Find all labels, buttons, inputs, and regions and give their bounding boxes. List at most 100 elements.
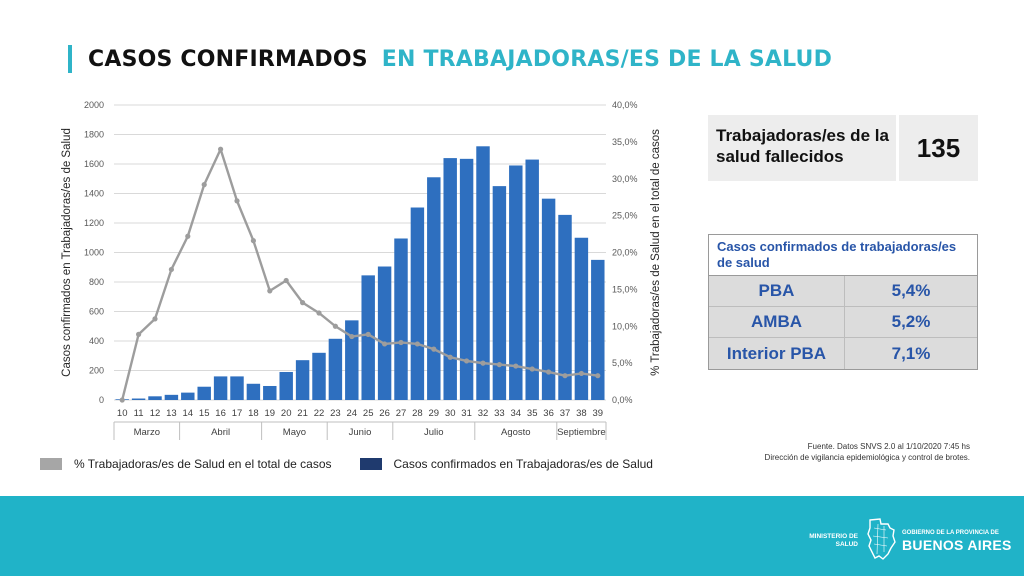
source-note: Fuente. Datos SNVS 2.0 al 1/10/2020 7:45… — [765, 441, 970, 463]
pct-cell: 7,1% — [891, 343, 931, 363]
bar — [263, 385, 277, 400]
y-left-axis-label: Casos confirmados en Trabajadoras/es de … — [61, 128, 73, 377]
bar — [410, 207, 425, 400]
bar — [492, 186, 507, 400]
line-point — [201, 182, 207, 188]
x-tick-label: 13 — [166, 408, 177, 419]
line-point — [349, 333, 355, 340]
pct-cell: 5,4% — [891, 281, 931, 300]
line-point — [513, 363, 519, 369]
y-right-tick-label: 15,0% — [612, 284, 638, 294]
x-tick-label: 26 — [379, 408, 390, 419]
government-logo-small-text: GOBIERNO DE LA PROVINCIA DE — [902, 530, 999, 536]
line-point — [283, 277, 289, 284]
bar — [574, 237, 589, 400]
legend-swatch-line — [40, 458, 62, 470]
y-right-tick-label: 35,0% — [612, 137, 638, 147]
line-point — [332, 323, 338, 329]
source-line-2: Dirección de vigilancia epidemiológica y… — [764, 453, 970, 462]
y-left-tick-label: 0 — [99, 395, 104, 405]
month-label: Marzo — [134, 427, 160, 438]
y-right-tick-label: 5,0% — [612, 358, 633, 368]
table-row: Interior PBA 7,1% — [709, 338, 977, 369]
y-left-tick-label: 1800 — [84, 130, 104, 140]
x-tick-label: 39 — [593, 408, 604, 419]
line-point — [382, 341, 388, 347]
bar — [279, 371, 293, 400]
region-cell: PBA — [709, 276, 845, 306]
y-right-axis-label: % Trabajadoras/es de Salud en el total d… — [650, 129, 662, 376]
x-tick-label: 28 — [412, 408, 423, 419]
legend-item-bar: Casos confirmados en Trabajadoras/es de … — [359, 457, 653, 471]
line-point — [136, 331, 142, 337]
bar — [148, 396, 162, 400]
x-tick-label: 27 — [396, 408, 407, 419]
bar — [541, 198, 556, 400]
x-tick-label: 19 — [265, 408, 276, 419]
footer-bar: MINISTERIO DE SALUD GOBIERNO DE LA PROVI… — [0, 496, 1024, 576]
x-tick-label: 34 — [511, 408, 522, 419]
legend-item-line: % Trabajadoras/es de Salud en el total d… — [40, 457, 332, 471]
y-right-tick-label: 30,0% — [612, 174, 638, 184]
region-cell: Interior PBA — [709, 338, 845, 369]
bar — [476, 146, 490, 400]
y-left-tick-label: 1600 — [84, 159, 104, 169]
page-title: CASOS CONFIRMADOS — [88, 46, 368, 72]
y-left-tick-label: 2000 — [84, 100, 104, 110]
x-tick-label: 11 — [134, 408, 144, 419]
bar — [131, 398, 146, 400]
bar — [525, 159, 539, 400]
line-point — [398, 339, 404, 346]
line-point — [431, 346, 437, 352]
x-tick-label: 17 — [232, 408, 243, 419]
x-tick-label: 23 — [330, 408, 341, 419]
bar — [328, 338, 343, 400]
line-point — [365, 331, 371, 337]
table-row: PBA 5,4% — [709, 276, 977, 307]
x-tick-label: 20 — [281, 408, 292, 419]
percentage-table: Casos confirmados de trabajadoras/es de … — [708, 234, 978, 370]
line-point — [218, 146, 224, 152]
line-point — [562, 373, 568, 379]
line-point — [300, 300, 306, 306]
government-logo-big-text: BUENOS AIRES — [902, 537, 1012, 553]
line-point — [546, 369, 552, 375]
y-left-tick-label: 200 — [89, 366, 104, 376]
x-tick-label: 33 — [494, 408, 505, 419]
y-left-tick-label: 1000 — [84, 248, 104, 258]
x-tick-label: 29 — [429, 408, 440, 419]
legend-label-line: % Trabajadoras/es de Salud en el total d… — [74, 457, 332, 471]
x-tick-label: 21 — [297, 408, 308, 419]
bar — [164, 394, 179, 400]
x-tick-label: 18 — [248, 408, 259, 419]
y-right-tick-label: 20,0% — [612, 248, 638, 258]
pct-cell: 5,2% — [891, 312, 931, 331]
bar — [345, 320, 359, 400]
bar — [591, 259, 605, 400]
x-tick-label: 14 — [183, 408, 194, 419]
line-point — [152, 316, 158, 322]
x-tick-label: 31 — [461, 408, 472, 419]
y-left-tick-label: 600 — [89, 307, 104, 317]
legend-label-bar: Casos confirmados en Trabajadoras/es de … — [393, 457, 653, 471]
percentage-table-header: Casos confirmados de trabajadoras/es de … — [709, 235, 977, 276]
legend-swatch-bar — [359, 458, 382, 470]
y-right-tick-label: 25,0% — [612, 211, 638, 221]
bar — [509, 165, 523, 400]
x-tick-label: 12 — [150, 408, 161, 419]
title-bar: CASOS CONFIRMADOS EN TRABAJADORAS/ES DE … — [68, 44, 832, 74]
line-point — [250, 238, 256, 244]
chart-svg: 0 200 400 600 800 1000 1200 1400 1600 1800 2000 0,0… — [61, 100, 662, 440]
month-label: Mayo — [283, 427, 306, 438]
line-point — [447, 354, 453, 360]
line-point — [119, 397, 125, 403]
bar — [181, 392, 195, 400]
month-label: Agosto — [501, 427, 531, 438]
chart-container: 0 200 400 600 800 1000 1200 1400 1600 1800 2000 0,0… — [56, 95, 668, 445]
page-subtitle: EN TRABAJADORAS/ES DE LA SALUD — [381, 46, 833, 72]
bar — [394, 238, 408, 400]
y-left-tick-label: 400 — [89, 336, 104, 346]
source-line-1: Fuente. Datos SNVS 2.0 al 1/10/2020 7:45… — [807, 442, 970, 451]
bar — [427, 177, 441, 400]
x-tick-label: 25 — [363, 408, 374, 419]
